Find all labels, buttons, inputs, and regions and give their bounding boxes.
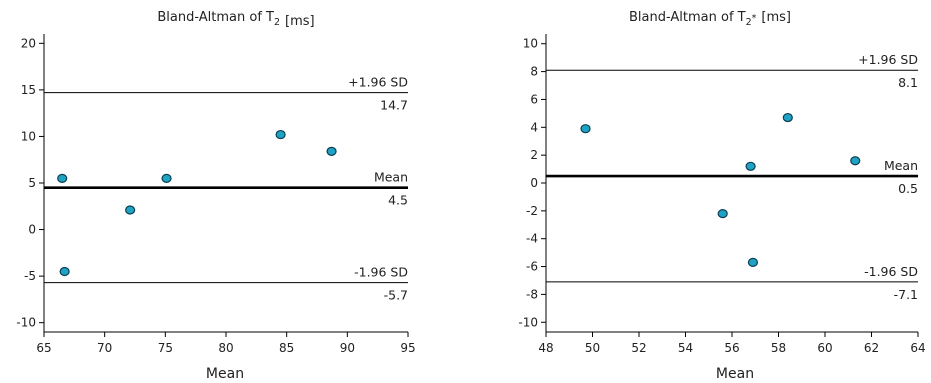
y-tick-label: 10: [21, 129, 36, 143]
ref-label-mean: Mean: [884, 158, 918, 173]
y-tick-label: 8: [530, 65, 538, 79]
y-tick-label: 20: [21, 36, 36, 50]
x-tick-label: 48: [538, 341, 553, 355]
x-tick-label: 65: [36, 341, 51, 355]
x-tick-label: 90: [340, 341, 355, 355]
x-tick-label: 70: [97, 341, 112, 355]
ref-value-lower: -7.1: [894, 287, 918, 302]
ref-label-upper: +1.96 SD: [348, 75, 408, 90]
x-tick-label: 58: [771, 341, 786, 355]
data-point: [745, 161, 756, 171]
data-points: [580, 112, 861, 267]
y-tick-label: 4: [530, 120, 538, 134]
y-tick-label: 5: [28, 176, 36, 190]
data-point: [717, 209, 728, 219]
axes: -10 -8 -6 -4 -2 0 2 4 6 8 10 48 50 52 54 56 58 60 62 64: [518, 34, 926, 355]
data-point: [747, 257, 759, 267]
chart-title: Bland-Altman of T2 [ms]: [157, 10, 314, 29]
x-axis-title: Mean: [206, 366, 244, 382]
data-points: [57, 129, 337, 277]
chart-t2: Bland-Altman of T2 [ms] Mean -10 -5 0 5 10 15 2…: [16, 10, 415, 382]
ref-value-upper: 8.1: [898, 75, 918, 90]
ref-value-lower: -5.7: [384, 288, 408, 303]
reference-lines: +1.96 SD 14.7 Mean 4.5 -1.96 SD -5.7: [44, 75, 408, 303]
data-point: [161, 173, 172, 183]
axes: -10 -5 0 5 10 15 20 65 70 75 80 85 90 95: [16, 34, 416, 355]
ref-value-mean: 0.5: [898, 181, 918, 196]
data-point: [326, 146, 337, 156]
ref-label-mean: Mean: [374, 170, 408, 185]
y-tick-label: 15: [21, 83, 36, 97]
y-tick-label: 0: [28, 223, 36, 237]
x-tick-label: 54: [678, 341, 693, 355]
data-point: [57, 173, 68, 183]
data-point: [850, 156, 861, 166]
data-point: [59, 266, 70, 277]
y-tick-label: 10: [523, 37, 538, 51]
data-point: [125, 205, 136, 215]
y-tick-label: -4: [526, 232, 538, 246]
x-tick-label: 80: [218, 341, 233, 355]
x-tick-label: 60: [817, 341, 832, 355]
chart-t2-star: Bland-Altman of T2* [ms] Mean -10 -8 -6 -4 -2…: [518, 10, 925, 382]
reference-lines: +1.96 SD 8.1 Mean 0.5 -1.96 SD -7.1: [546, 52, 918, 302]
data-point: [580, 124, 591, 134]
x-tick-label: 56: [724, 341, 739, 355]
y-tick-label: 2: [530, 148, 538, 162]
ref-label-upper: +1.96 SD: [858, 52, 918, 67]
y-tick-label: -10: [518, 315, 538, 329]
ref-value-upper: 14.7: [380, 98, 408, 113]
y-tick-label: -6: [526, 260, 538, 274]
y-tick-label: -10: [16, 316, 36, 330]
data-point: [275, 129, 286, 140]
ref-label-lower: -1.96 SD: [354, 265, 408, 280]
x-tick-label: 95: [400, 341, 415, 355]
x-tick-label: 75: [158, 341, 173, 355]
x-tick-label: 62: [864, 341, 879, 355]
y-tick-label: -5: [24, 269, 36, 283]
chart-title: Bland-Altman of T2* [ms]: [629, 10, 791, 28]
x-axis-title: Mean: [716, 366, 754, 382]
x-tick-label: 64: [910, 341, 925, 355]
y-tick-label: 6: [530, 92, 538, 106]
ref-value-mean: 4.5: [388, 193, 408, 208]
x-tick-label: 52: [631, 341, 646, 355]
y-tick-label: 0: [530, 176, 538, 190]
x-tick-label: 85: [279, 341, 294, 355]
x-tick-label: 50: [585, 341, 600, 355]
y-tick-label: -2: [526, 204, 538, 218]
ref-label-lower: -1.96 SD: [864, 264, 918, 279]
y-tick-label: -8: [526, 287, 538, 301]
data-point: [782, 112, 793, 123]
